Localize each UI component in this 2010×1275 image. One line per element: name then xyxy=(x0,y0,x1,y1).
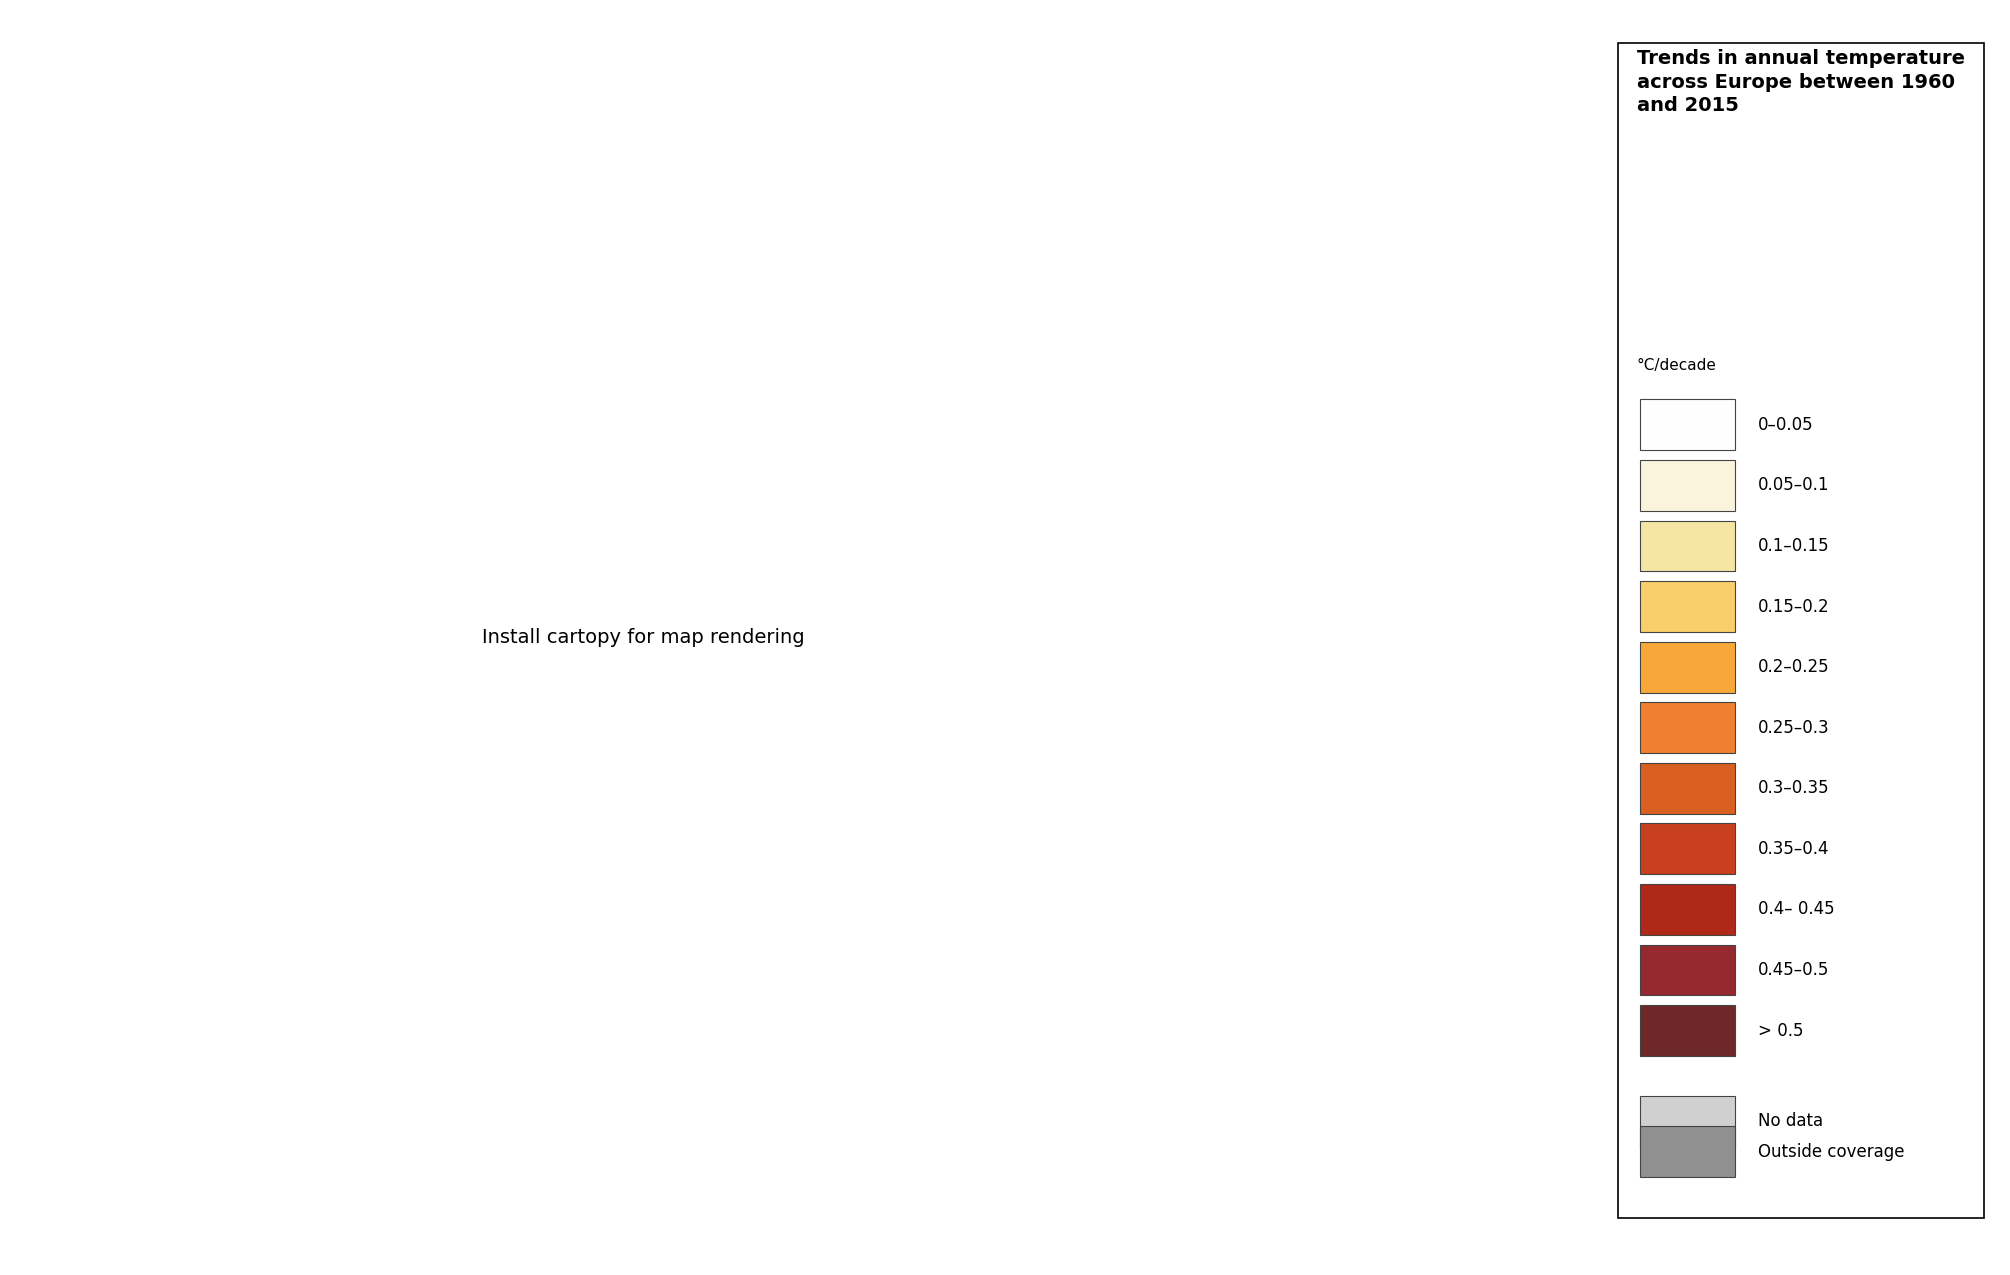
Text: °C/decade: °C/decade xyxy=(1636,358,1717,374)
Bar xyxy=(1640,641,1735,692)
Text: Trends in annual temperature
across Europe between 1960
and 2015: Trends in annual temperature across Euro… xyxy=(1636,50,1964,116)
Text: 0.25–0.3: 0.25–0.3 xyxy=(1757,719,1829,737)
Text: Outside coverage: Outside coverage xyxy=(1757,1142,1903,1160)
Bar xyxy=(1640,520,1735,571)
Text: 0.35–0.4: 0.35–0.4 xyxy=(1757,840,1829,858)
Text: 0.1–0.15: 0.1–0.15 xyxy=(1757,537,1829,555)
Text: 0.45–0.5: 0.45–0.5 xyxy=(1757,961,1829,979)
Text: 0.3–0.35: 0.3–0.35 xyxy=(1757,779,1829,797)
Bar xyxy=(1640,703,1735,754)
Text: No data: No data xyxy=(1757,1112,1823,1131)
Text: 0.2–0.25: 0.2–0.25 xyxy=(1757,658,1829,676)
Bar xyxy=(1640,581,1735,632)
Bar xyxy=(1640,762,1735,813)
Bar xyxy=(1640,1096,1735,1146)
Text: 0.15–0.2: 0.15–0.2 xyxy=(1757,598,1829,616)
Bar xyxy=(1640,945,1735,996)
Text: 0.05–0.1: 0.05–0.1 xyxy=(1757,477,1829,495)
Text: Install cartopy for map rendering: Install cartopy for map rendering xyxy=(482,629,804,646)
Bar xyxy=(1640,1126,1735,1177)
Bar xyxy=(1640,824,1735,875)
Text: 0.4– 0.45: 0.4– 0.45 xyxy=(1757,900,1835,918)
Bar xyxy=(1640,884,1735,935)
Bar xyxy=(1640,460,1735,511)
Bar xyxy=(1640,1005,1735,1056)
Text: > 0.5: > 0.5 xyxy=(1757,1021,1803,1039)
Text: 0–0.05: 0–0.05 xyxy=(1757,416,1813,434)
Bar xyxy=(1640,399,1735,450)
